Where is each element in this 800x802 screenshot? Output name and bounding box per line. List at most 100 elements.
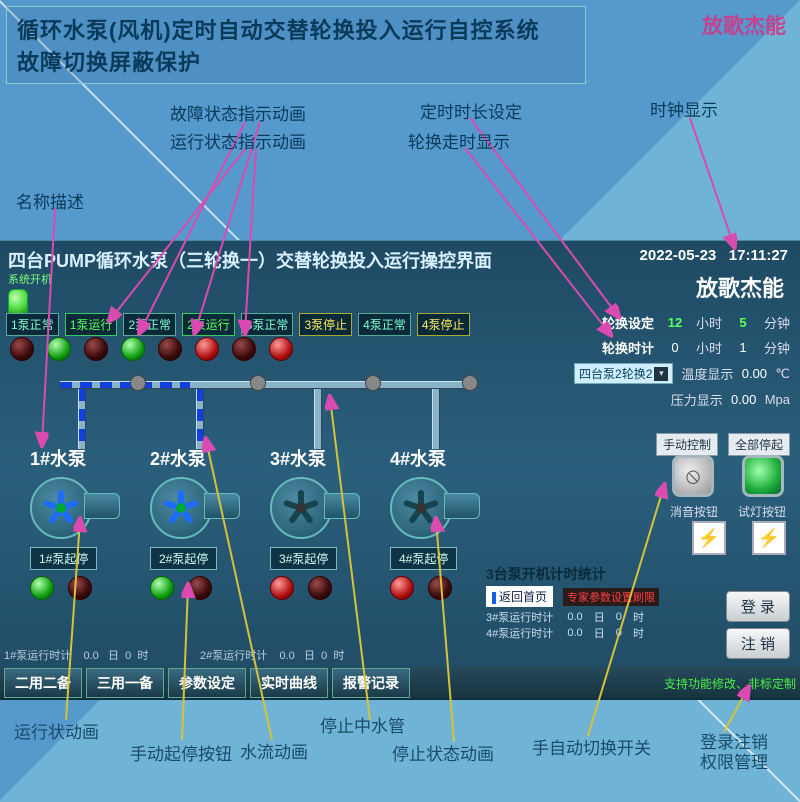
knob-row: ⦸ [672, 455, 784, 497]
pump-4-lamp-run [390, 576, 414, 600]
pump-1-startstop-button[interactable]: 1#泵起停 [30, 547, 97, 570]
pump-1-lamp-fault [68, 576, 92, 600]
pump-2-label: 2#水泵 [150, 445, 206, 471]
callout-fault-anim: 故障状态指示动画 [170, 100, 306, 125]
pump-4-startstop-button[interactable]: 4#泵起停 [390, 547, 457, 570]
status-badge-row: 1泵正常 1泵运行 2泵正常 2泵运行 3泵正常 3泵停止 4泵正常 4泵停止 [6, 313, 470, 336]
badge-p3-stop: 3泵停止 [299, 313, 352, 336]
pipe-drop-3 [314, 389, 322, 449]
pipe-drop-1 [78, 389, 86, 449]
panel-clock: 2022-05-23 17:11:27 [640, 247, 788, 264]
badge-p2-run: 2泵运行 [182, 313, 235, 336]
callout-auto-switch: 手自动切换开关 [532, 734, 651, 759]
pipe-drop-2 [196, 389, 204, 449]
info-block: 轮换设定 12 小时 5 分钟 轮换时计 0 小时 1 分钟 四台泵2轮换2▾ … [550, 313, 790, 415]
pump-3-label: 3#水泵 [270, 445, 326, 471]
callout-login2: 权限管理 [700, 748, 768, 773]
pump-4-lamp-fault [428, 576, 452, 600]
pres-label: 压力显示 [671, 390, 723, 409]
callout-timer-run: 轮换走时显示 [408, 128, 510, 153]
rot-set-hours[interactable]: 12 [662, 315, 688, 330]
badge-p2-normal: 2泵正常 [123, 313, 176, 336]
temp-label: 温度显示 [681, 364, 733, 383]
mute-button[interactable]: ⚡ [692, 521, 726, 555]
test-lamp-button[interactable]: ⚡ [752, 521, 786, 555]
logout-button[interactable]: 注 销 [726, 628, 790, 659]
badge-p4-stop: 4泵停止 [417, 313, 470, 336]
login-button[interactable]: 登 录 [726, 591, 790, 622]
badge-p1-run: 1泵运行 [65, 313, 118, 336]
brand-watermark: 放歌杰能 [702, 10, 786, 40]
valve-4 [462, 375, 478, 391]
bottom-nav: 二用二备 三用一备 参数设定 实时曲线 报警记录 支持功能修改、非标定制 [0, 667, 800, 699]
pump-3-lamp-run [270, 576, 294, 600]
rot-set-mins[interactable]: 5 [730, 315, 756, 330]
pipe-drop-4 [432, 389, 440, 449]
header-box: 循环水泵(风机)定时自动交替轮换投入运行自控系统 故障切换屏蔽保护 [6, 6, 586, 84]
pump-2: 2#水泵 2#泵起停 [150, 471, 280, 600]
pump-2-fan-icon [161, 488, 201, 528]
expert-params-button[interactable]: 专家参数设置刷限 [563, 588, 659, 606]
pump-3-startstop-button[interactable]: 3#泵起停 [270, 547, 337, 570]
all-stop-button[interactable]: 全部停起 [728, 433, 790, 456]
pipe-manifold-34 [190, 381, 470, 389]
valve-2 [250, 375, 266, 391]
manual-control-button[interactable]: 手动控制 [656, 433, 718, 456]
callout-run-anim: 运行状态指示动画 [170, 128, 306, 153]
pump-3: 3#水泵 3#泵起停 [270, 471, 400, 600]
callout-run-state-anim: 运行状动画 [14, 718, 99, 743]
control-buttons: 手动控制 全部停起 [656, 433, 790, 456]
pump-2-startstop-button[interactable]: 2#泵起停 [150, 547, 217, 570]
callout-name-desc: 名称描述 [16, 188, 84, 213]
system-on-label: 系统开机 [8, 274, 52, 286]
lamp-p1-fault [10, 337, 34, 361]
mode-select[interactable]: 四台泵2轮换2▾ [574, 363, 673, 384]
date-text: 2022-05-23 [640, 247, 717, 264]
nav-2use2backup[interactable]: 二用二备 [4, 668, 82, 698]
valve-1 [130, 375, 146, 391]
manual-auto-knob[interactable]: ⦸ [672, 455, 714, 497]
nav-trend[interactable]: 实时曲线 [250, 668, 328, 698]
header-line2: 故障切换屏蔽保护 [17, 45, 575, 77]
badge-p3-normal: 3泵正常 [241, 313, 294, 336]
lamp-p3-run [195, 337, 219, 361]
pres-value: 0.00 [731, 392, 757, 407]
stats-title: 3台泵开机计时统计 [486, 564, 796, 584]
mute-label: 消音按钮 [670, 503, 718, 520]
testlamp-label: 试灯按钮 [738, 503, 786, 520]
chevron-down-icon: ▾ [654, 367, 668, 381]
pump-3-lamp-fault [308, 576, 332, 600]
valve-3 [365, 375, 381, 391]
rot-time-label: 轮换时计 [602, 338, 654, 357]
system-on-indicator: 系统开机 [8, 271, 52, 317]
return-home-button[interactable]: 返回首页 [486, 586, 553, 607]
pump-3-fan-icon [281, 488, 321, 528]
callout-flow-anim: 水流动画 [240, 738, 308, 763]
pump-2-lamp-run [150, 576, 174, 600]
lamp-p3-fault [158, 337, 182, 361]
lamp-p2-run [121, 337, 145, 361]
nav-params[interactable]: 参数设定 [168, 668, 246, 698]
lamp-p4-run [269, 337, 293, 361]
nav-alarm[interactable]: 报警记录 [332, 668, 410, 698]
header-line1: 循环水泵(风机)定时自动交替轮换投入运行自控系统 [17, 13, 575, 45]
callout-stop-state: 停止状态动画 [392, 740, 494, 765]
rot-set-label: 轮换设定 [602, 313, 654, 332]
callout-clock: 时钟显示 [650, 96, 718, 121]
status-lamp-row [10, 337, 293, 361]
callout-timer-set: 定时时长设定 [420, 98, 522, 123]
lamp-p2-fault [84, 337, 108, 361]
pump-1-lamp-run [30, 576, 54, 600]
pump-1-fan-icon [41, 488, 81, 528]
callout-stop-pipe: 停止中水管 [320, 712, 405, 737]
time-text: 17:11:27 [729, 247, 788, 264]
panel-title: 四台PUMP循环水泵（三轮换一）交替轮换投入运行操控界面 [8, 247, 492, 273]
temp-value: 0.00 [741, 366, 767, 381]
pump-2-lamp-fault [188, 576, 212, 600]
lamp-p4-fault [232, 337, 256, 361]
scada-panel: 四台PUMP循环水泵（三轮换一）交替轮换投入运行操控界面 2022-05-23 … [0, 240, 800, 700]
support-text: 支持功能修改、非标定制 [664, 675, 796, 692]
all-stop-knob[interactable] [742, 455, 784, 497]
nav-3use1backup[interactable]: 三用一备 [86, 668, 164, 698]
rot-time-hours: 0 [662, 340, 688, 355]
